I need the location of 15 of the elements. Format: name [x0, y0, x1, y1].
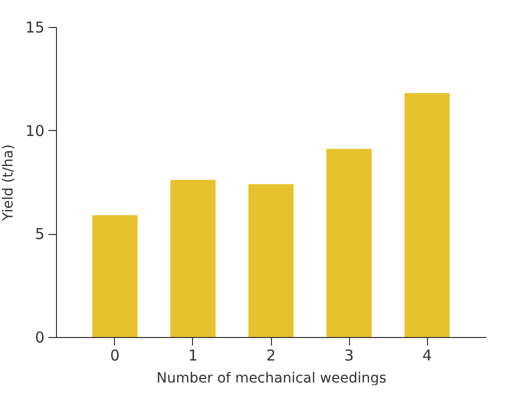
x-tick-label: 1 — [188, 346, 198, 364]
y-tick-label: 15 — [25, 18, 44, 36]
bar — [404, 93, 450, 337]
bar — [326, 148, 372, 337]
y-tick-label: 5 — [34, 225, 44, 244]
y-axis-title: Yield (t/ha) — [0, 144, 16, 222]
bar — [248, 184, 294, 337]
y-tick-label: 10 — [25, 122, 44, 140]
x-tick-label: 4 — [422, 346, 432, 364]
bar — [170, 180, 216, 337]
x-tick-label: 2 — [266, 346, 276, 364]
x-tick-label: 3 — [344, 346, 354, 364]
x-tick-label: 0 — [110, 346, 120, 364]
y-tick-label: 0 — [34, 328, 44, 346]
bar — [92, 215, 138, 337]
